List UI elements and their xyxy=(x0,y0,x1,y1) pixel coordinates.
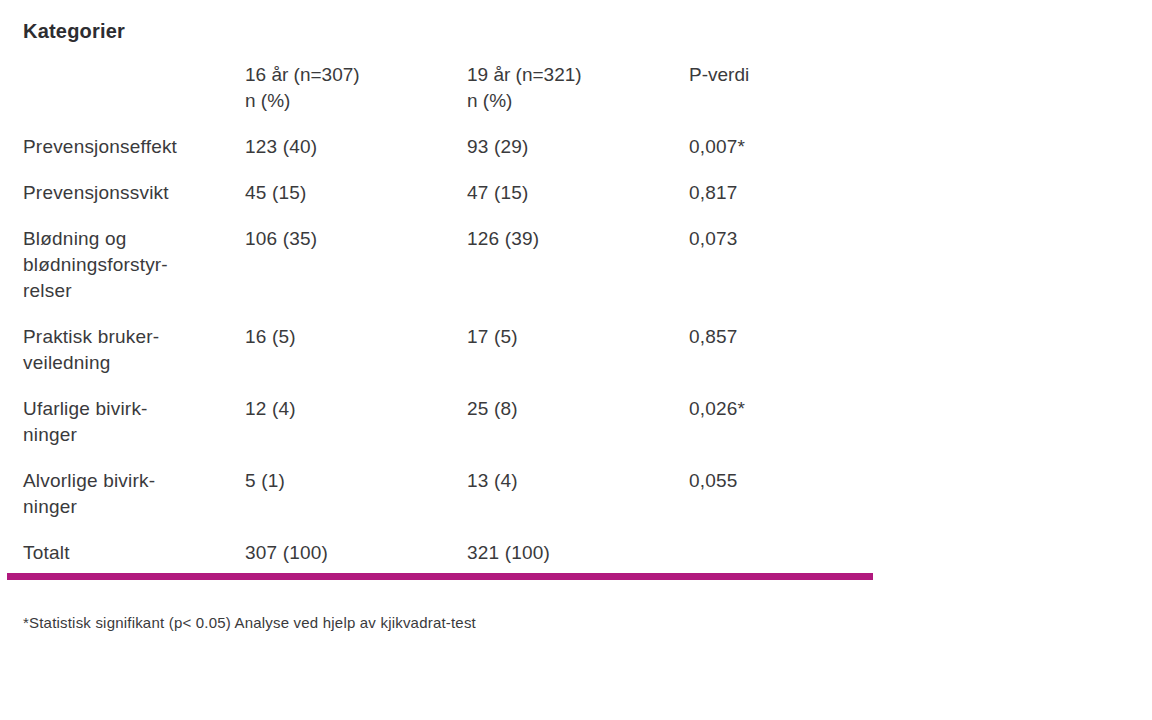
row-category: Blødning og blødningsforstyr- relser xyxy=(23,226,245,304)
row-group2-value: 126 (39) xyxy=(467,226,689,252)
row-category: Prevensjonssvikt xyxy=(23,180,245,206)
row-pvalue: 0,026* xyxy=(689,396,869,422)
row-group2-value: 17 (5) xyxy=(467,324,689,350)
row-group1-value: 16 (5) xyxy=(245,324,467,350)
row-pvalue: 0,007* xyxy=(689,134,869,160)
row-pvalue: 0,073 xyxy=(689,226,869,252)
table-row: Ufarlige bivirk- ninger 12 (4) 25 (8) 0,… xyxy=(23,396,1152,448)
table-bottom-rule xyxy=(7,573,873,580)
page: Kategorier 16 år (n=307) n (%) 19 år (n=… xyxy=(0,0,1152,720)
row-group1-value: 106 (35) xyxy=(245,226,467,252)
column-header-19yr: 19 år (n=321) n (%) xyxy=(467,62,689,114)
row-pvalue: 0,857 xyxy=(689,324,869,350)
table-row: Prevensjonssvikt 45 (15) 47 (15) 0,817 xyxy=(23,180,1152,206)
row-group1-value: 5 (1) xyxy=(245,468,467,494)
row-group1-value: 123 (40) xyxy=(245,134,467,160)
row-category: Alvorlige bivirk- ninger xyxy=(23,468,245,520)
row-group1-value: 307 (100) xyxy=(245,540,467,566)
row-group2-value: 13 (4) xyxy=(467,468,689,494)
row-group2-value: 321 (100) xyxy=(467,540,689,566)
row-pvalue: 0,817 xyxy=(689,180,869,206)
row-group1-value: 45 (15) xyxy=(245,180,467,206)
row-category: Ufarlige bivirk- ninger xyxy=(23,396,245,448)
table-row: Prevensjonseffekt 123 (40) 93 (29) 0,007… xyxy=(23,134,1152,160)
column-header-pvalue: P-verdi xyxy=(689,62,869,88)
column-header-16yr: 16 år (n=307) n (%) xyxy=(245,62,467,114)
row-group2-value: 93 (29) xyxy=(467,134,689,160)
row-pvalue: 0,055 xyxy=(689,468,869,494)
row-group1-value: 12 (4) xyxy=(245,396,467,422)
table-row: Blødning og blødningsforstyr- relser 106… xyxy=(23,226,1152,304)
row-group2-value: 47 (15) xyxy=(467,180,689,206)
table-header-row: 16 år (n=307) n (%) 19 år (n=321) n (%) … xyxy=(23,62,1152,114)
table-footnote: *Statistisk signifikant (p< 0.05) Analys… xyxy=(23,613,1152,633)
row-category: Totalt xyxy=(23,540,245,566)
table-row: Alvorlige bivirk- ninger 5 (1) 13 (4) 0,… xyxy=(23,468,1152,520)
row-category: Praktisk bruker- veiledning xyxy=(23,324,245,376)
row-category: Prevensjonseffekt xyxy=(23,134,245,160)
table-title: Kategorier xyxy=(23,18,1152,44)
table-row: Praktisk bruker- veiledning 16 (5) 17 (5… xyxy=(23,324,1152,376)
row-group2-value: 25 (8) xyxy=(467,396,689,422)
table-row-total: Totalt 307 (100) 321 (100) xyxy=(23,540,1152,566)
